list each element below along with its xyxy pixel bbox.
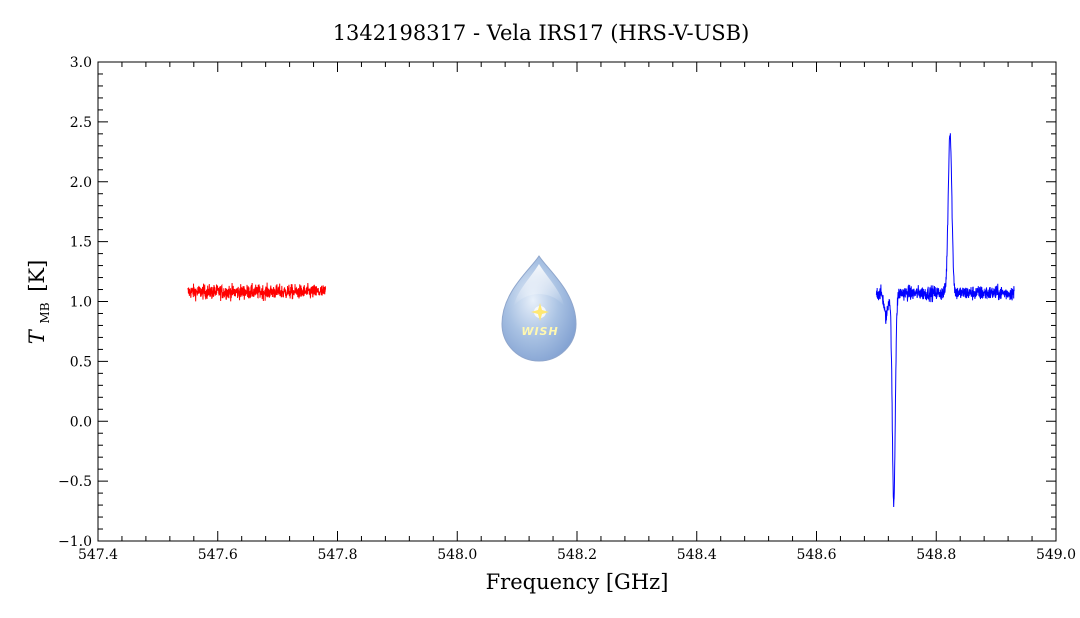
y-axis-subscript: MB (38, 302, 52, 323)
y-tick-label: 1.0 (70, 295, 92, 311)
y-axis-symbol: T (25, 328, 49, 344)
x-tick-label: 548.4 (677, 547, 717, 563)
y-axis-title: T MB [K] (25, 260, 54, 345)
x-tick-label: 547.6 (198, 547, 238, 563)
star-icon (531, 303, 549, 321)
y-tick-label: 3.0 (70, 55, 92, 71)
chart-title: 1342198317 - Vela IRS17 (HRS-V-USB) (333, 21, 750, 45)
y-tick-label: 2.0 (70, 175, 92, 191)
wish-logo-text: WISH (521, 325, 558, 338)
plot-area: 547.4 547.6 547.8 548.0 548.2 548.4 548.6 548.8… (58, 55, 1076, 563)
wish-logo: WISH (501, 255, 577, 362)
y-tick-label: −1.0 (58, 534, 92, 550)
spectrum-series-2 (875, 133, 1015, 508)
y-tick-label: 0.5 (70, 354, 92, 370)
x-tick-label: 549.0 (1036, 547, 1076, 563)
x-tick-label: 548.8 (916, 547, 956, 563)
x-tick-label: 548.2 (557, 547, 597, 563)
x-tick-label: 547.4 (78, 547, 118, 563)
x-tick-label: 548.0 (437, 547, 477, 563)
y-tick-label: 1.5 (70, 235, 92, 251)
y-tick-label: 0.0 (70, 414, 92, 430)
x-axis-title: Frequency [GHz] (486, 570, 669, 594)
x-tick-label: 548.6 (796, 547, 836, 563)
spectrum-series-1 (187, 282, 327, 302)
svg-text:T MB [K]: T MB [K] (25, 260, 54, 345)
plot-frame (97, 61, 1057, 542)
y-axis-unit: [K] (25, 260, 49, 292)
y-tick-label: −0.5 (58, 474, 92, 490)
x-tick-label: 547.8 (317, 547, 357, 563)
y-tick-label: 2.5 (70, 115, 92, 131)
